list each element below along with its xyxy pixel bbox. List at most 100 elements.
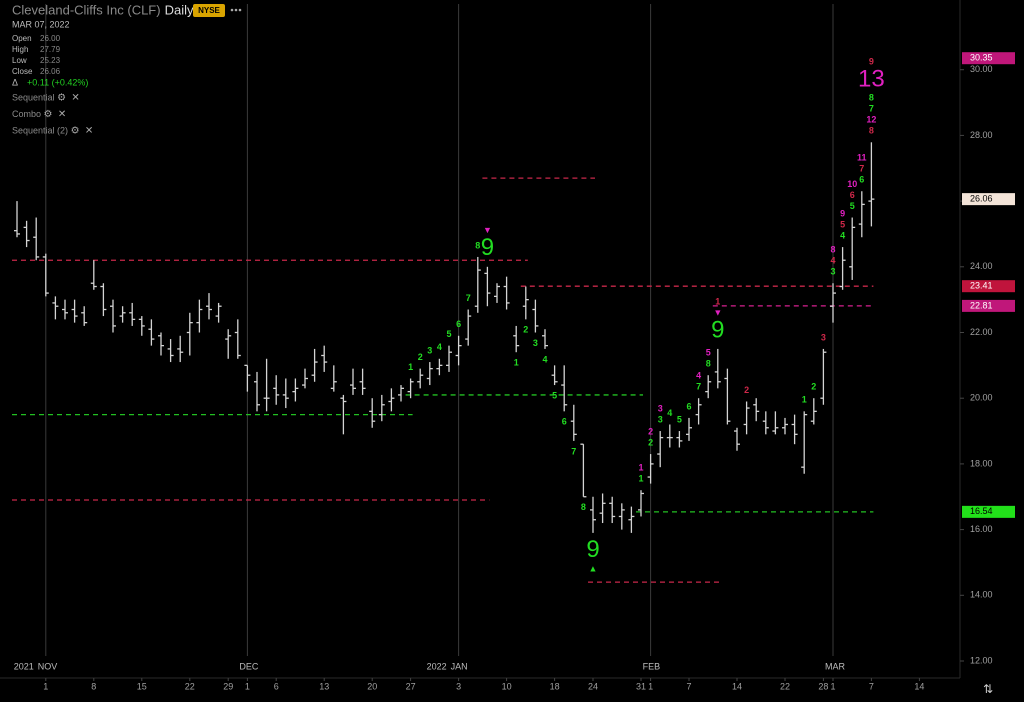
count-label: 4 <box>840 230 845 240</box>
x-tick-label: 10 <box>502 681 512 691</box>
x-tick-label: 31 <box>636 681 646 691</box>
count-label: 9 <box>481 234 494 261</box>
scale-toggle-icon[interactable]: ⇅ <box>983 682 993 696</box>
count-label: 8 <box>869 126 874 136</box>
count-label: 4 <box>667 408 672 418</box>
count-label: 1 <box>638 474 643 484</box>
price-label: 23.41 <box>970 281 993 291</box>
y-tick-label: 16.00 <box>970 524 993 534</box>
count-label: 6 <box>562 417 567 427</box>
study-name[interactable]: Sequential <box>12 92 55 102</box>
remove-icon[interactable]: ✕ <box>58 109 66 120</box>
y-tick-label: 22.00 <box>970 327 993 337</box>
price-label-box <box>962 52 1015 65</box>
year-label: 2021 <box>14 661 34 671</box>
count-label: 6 <box>686 401 691 411</box>
symbol-name: Cleveland-Cliffs Inc (CLF) <box>12 2 161 17</box>
count-label: 6 <box>456 319 461 329</box>
count-label: 5 <box>840 219 845 229</box>
price-label: 30.35 <box>970 53 993 63</box>
x-tick-label: 18 <box>550 681 560 691</box>
count-label: 7 <box>466 293 471 303</box>
count-label: 2 <box>523 325 528 335</box>
month-label: MAR <box>825 661 846 671</box>
remove-icon[interactable]: ✕ <box>85 126 93 137</box>
field-label: Low <box>12 56 27 65</box>
menu-dot[interactable] <box>238 8 242 12</box>
price-label-box <box>962 299 1015 312</box>
count-label: 4 <box>830 256 835 266</box>
count-label: 5 <box>446 329 451 339</box>
x-tick-label: 27 <box>406 681 416 691</box>
field-value: 27.79 <box>40 45 61 54</box>
x-tick-label: 29 <box>223 681 233 691</box>
count-label: 9 <box>711 316 724 343</box>
field-value: 25.23 <box>40 56 61 65</box>
count-label: 7 <box>571 446 576 456</box>
count-label: 7 <box>869 104 874 114</box>
price-label: 26.06 <box>970 194 993 204</box>
count-label: 2 <box>648 426 653 436</box>
y-tick-label: 14.00 <box>970 590 993 600</box>
x-tick-label: 1 <box>830 681 835 691</box>
count-label: 2 <box>648 437 653 447</box>
menu-dot[interactable] <box>230 8 234 12</box>
y-tick-label: 30.00 <box>970 64 993 74</box>
count-label: 3 <box>427 345 432 355</box>
price-label: 16.54 <box>970 506 993 516</box>
count-label: 4 <box>696 371 701 381</box>
count-label: 5 <box>677 414 682 424</box>
x-tick-label: 22 <box>780 681 790 691</box>
change-symbol: Δ <box>12 77 18 87</box>
x-tick-label: 24 <box>588 681 598 691</box>
study-name[interactable]: Combo <box>12 109 41 119</box>
count-label: 5 <box>552 390 557 400</box>
count-label: 1 <box>408 362 413 372</box>
count-label: 13 <box>858 66 885 93</box>
header: Cleveland-Cliffs Inc (CLF) Daily NYSE MA… <box>12 2 242 87</box>
change: +0.11 (+0.42%) <box>27 77 88 87</box>
count-label: 2 <box>418 352 423 362</box>
study-name[interactable]: Sequential (2) <box>12 125 68 135</box>
y-tick-label: 24.00 <box>970 261 993 271</box>
field-label: Open <box>12 34 32 43</box>
y-tick-label: 12.00 <box>970 655 993 665</box>
count-label: 1 <box>802 395 807 405</box>
interval[interactable]: Daily <box>165 2 194 17</box>
count-label: 3 <box>830 267 835 277</box>
bars <box>14 142 875 533</box>
settings-icon[interactable]: ⚙ <box>57 93 66 104</box>
count-label: 5 <box>850 201 855 211</box>
price-label-box <box>962 505 1015 518</box>
x-tick-label: 6 <box>274 681 279 691</box>
x-tick-label: 1 <box>648 681 653 691</box>
x-tick-label: 7 <box>869 681 874 691</box>
remove-icon[interactable]: ✕ <box>71 93 79 104</box>
studies: Sequential ⚙ ✕Combo ⚙ ✕Sequential (2) ⚙ ✕ <box>12 92 93 136</box>
count-label: 1 <box>514 358 519 368</box>
count-label: 1 <box>638 463 643 473</box>
count-label: 2 <box>744 385 749 395</box>
count-label: 11 <box>857 153 867 163</box>
date: MAR 07, 2022 <box>12 19 70 29</box>
menu-dot[interactable] <box>234 8 238 12</box>
count-label: ▼ <box>713 307 722 317</box>
count-label: 9 <box>586 536 599 563</box>
count-label: ▼ <box>483 225 492 235</box>
count-label: 3 <box>821 332 826 342</box>
count-label: 9 <box>869 57 874 67</box>
count-label: 8 <box>475 240 480 250</box>
month-label: NOV <box>38 661 58 671</box>
count-label: 7 <box>696 382 701 392</box>
x-tick-label: 1 <box>43 681 48 691</box>
field-label: High <box>12 45 28 54</box>
x-tick-label: 7 <box>686 681 691 691</box>
y-tick-label: 20.00 <box>970 393 993 403</box>
exchange-badge <box>193 4 225 17</box>
month-label: FEB <box>643 661 661 671</box>
settings-icon[interactable]: ⚙ <box>44 109 53 120</box>
count-label: 8 <box>706 359 711 369</box>
settings-icon[interactable]: ⚙ <box>71 126 80 137</box>
count-label: 3 <box>658 403 663 413</box>
x-tick-label: 8 <box>91 681 96 691</box>
